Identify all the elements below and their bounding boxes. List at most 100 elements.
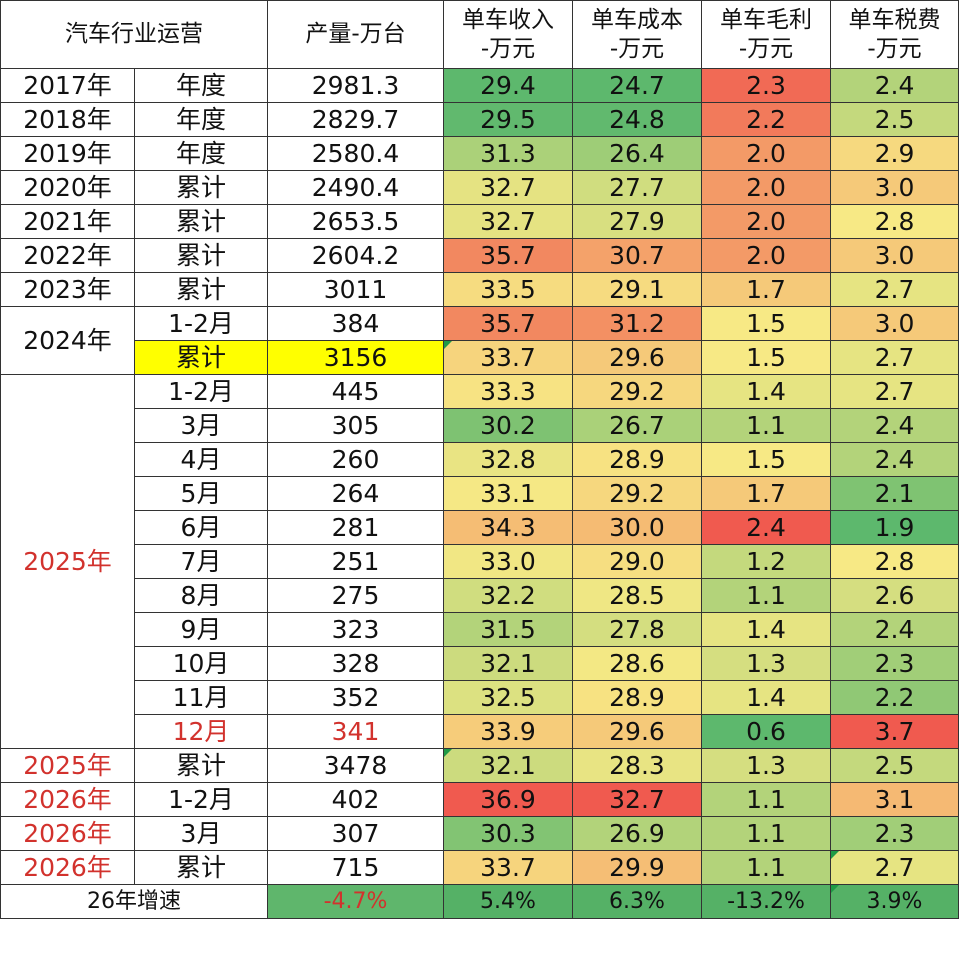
cell-revenue: 34.3 <box>443 510 573 545</box>
cell-margin: 2.0 <box>701 136 831 171</box>
cell-margin: 1.2 <box>701 544 831 579</box>
cell-cost: 32.7 <box>572 782 702 817</box>
table-row: 2024年 1-2月 384 35.7 31.2 1.5 3.0 <box>0 306 959 375</box>
cell-tax: 2.8 <box>830 204 959 239</box>
cell-year: 2018年 <box>0 102 135 137</box>
table-row: 10月 328 32.1 28.6 1.3 2.3 <box>1 646 959 681</box>
cell-tax: 3.0 <box>830 306 959 341</box>
cell-period: 8月 <box>134 578 268 613</box>
cell-tax: 2.9 <box>830 136 959 171</box>
cell-period: 10月 <box>134 646 268 681</box>
header-tax-line2: -万元 <box>867 35 922 62</box>
cell-production: 323 <box>267 612 444 647</box>
cell-margin: 2.3 <box>701 68 831 103</box>
cell-period: 3月 <box>134 408 268 443</box>
cell-tax: 2.4 <box>830 612 959 647</box>
cell-revenue: 32.7 <box>443 204 573 239</box>
header-margin: 单车毛利 -万元 <box>701 0 831 69</box>
table-row: 2025年 累计 3478 32.1 28.3 1.3 2.5 <box>0 748 959 783</box>
cell-revenue: 32.1 <box>443 748 573 783</box>
table-row: 4月 260 32.8 28.9 1.5 2.4 <box>1 442 959 477</box>
cell-production: 384 <box>267 306 444 341</box>
cell-margin: 1.1 <box>701 850 831 885</box>
cell-cost: 24.8 <box>572 102 702 137</box>
cell-cost: 27.7 <box>572 170 702 205</box>
cell-production: 352 <box>267 680 444 715</box>
cell-year: 2019年 <box>0 136 135 171</box>
header-row: 汽车行业运营 产量-万台 单车收入 -万元 单车成本 -万元 单车毛利 -万元 单车税… <box>0 0 959 69</box>
cell-cost: 30.0 <box>572 510 702 545</box>
cell-period: 累计 <box>134 272 268 307</box>
cell-production: 341 <box>267 714 444 749</box>
cell-tax: 2.7 <box>830 340 959 375</box>
cell-margin: 1.5 <box>701 340 831 375</box>
cell-production: 715 <box>267 850 444 885</box>
cell-period: 4月 <box>134 442 268 477</box>
cell-production: 307 <box>267 816 444 851</box>
cell-cost: 29.1 <box>572 272 702 307</box>
cell-cost: 31.2 <box>572 306 702 341</box>
table-row: 6月 281 34.3 30.0 2.4 1.9 <box>1 510 959 545</box>
cell-production: 2981.3 <box>267 68 444 103</box>
cell-margin: 1.3 <box>701 748 831 783</box>
cell-revenue: 33.7 <box>443 850 573 885</box>
cell-tax: 2.3 <box>830 646 959 681</box>
cell-year: 2024年 <box>0 306 135 375</box>
cell-production: 281 <box>267 510 444 545</box>
header-margin-line1: 单车毛利 <box>720 6 812 33</box>
cell-margin: 2.0 <box>701 170 831 205</box>
cell-period: 年度 <box>134 102 268 137</box>
cell-production: 3478 <box>267 748 444 783</box>
cell-production: 2580.4 <box>267 136 444 171</box>
cell-tax: 2.6 <box>830 578 959 613</box>
cell-revenue: 30.3 <box>443 816 573 851</box>
cell-revenue: 30.2 <box>443 408 573 443</box>
cell-margin: 1.1 <box>701 578 831 613</box>
cell-revenue: 29.4 <box>443 68 573 103</box>
cell-revenue: 32.8 <box>443 442 573 477</box>
cell-tax: 1.9 <box>830 510 959 545</box>
cell-year: 2025年 <box>0 374 135 749</box>
cell-margin: 1.4 <box>701 612 831 647</box>
cell-production: 251 <box>267 544 444 579</box>
cell-production: 2829.7 <box>267 102 444 137</box>
header-production: 产量-万台 <box>267 0 444 69</box>
cell-production: 275 <box>267 578 444 613</box>
table-row: 2021年 累计 2653.5 32.7 27.9 2.0 2.8 <box>0 204 959 239</box>
cell-revenue: 35.7 <box>443 306 573 341</box>
table-row: 2022年 累计 2604.2 35.7 30.7 2.0 3.0 <box>0 238 959 273</box>
cell-margin: 1.5 <box>701 306 831 341</box>
cell-tax: 2.4 <box>830 408 959 443</box>
table-row: 3月 305 30.2 26.7 1.1 2.4 <box>1 408 959 443</box>
cell-revenue: 35.7 <box>443 238 573 273</box>
cell-cost: 29.9 <box>572 850 702 885</box>
table-row: 9月 323 31.5 27.8 1.4 2.4 <box>1 612 959 647</box>
cell-margin: 1.5 <box>701 442 831 477</box>
cell-cost: 27.8 <box>572 612 702 647</box>
cell-year: 2025年 <box>0 748 135 783</box>
cell-period: 5月 <box>134 476 268 511</box>
cell-year: 2021年 <box>0 204 135 239</box>
cell-tax: 2.3 <box>830 816 959 851</box>
cell-revenue: 32.1 <box>443 646 573 681</box>
cell-cost: 29.6 <box>572 714 702 749</box>
cell-tax: 2.7 <box>830 850 959 885</box>
growth-cost: 6.3% <box>572 884 702 919</box>
cell-period: 累计 <box>134 748 268 783</box>
cell-tax: 2.1 <box>830 476 959 511</box>
cell-year: 2022年 <box>0 238 135 273</box>
cell-margin: 2.0 <box>701 238 831 273</box>
cell-cost: 30.7 <box>572 238 702 273</box>
growth-margin: -13.2% <box>701 884 831 919</box>
table-row: 2017年 年度 2981.3 29.4 24.7 2.3 2.4 <box>0 68 959 103</box>
header-cost-line2: -万元 <box>609 35 665 62</box>
cell-cost: 26.9 <box>572 816 702 851</box>
cell-margin: 1.7 <box>701 272 831 307</box>
cell-revenue: 33.0 <box>443 544 573 579</box>
cell-period: 1-2月 <box>134 782 268 817</box>
cell-tax: 2.8 <box>830 544 959 579</box>
cell-revenue: 31.3 <box>443 136 573 171</box>
cell-cost: 28.9 <box>572 680 702 715</box>
cell-year: 2017年 <box>0 68 135 103</box>
cell-period: 1-2月 <box>134 306 268 341</box>
